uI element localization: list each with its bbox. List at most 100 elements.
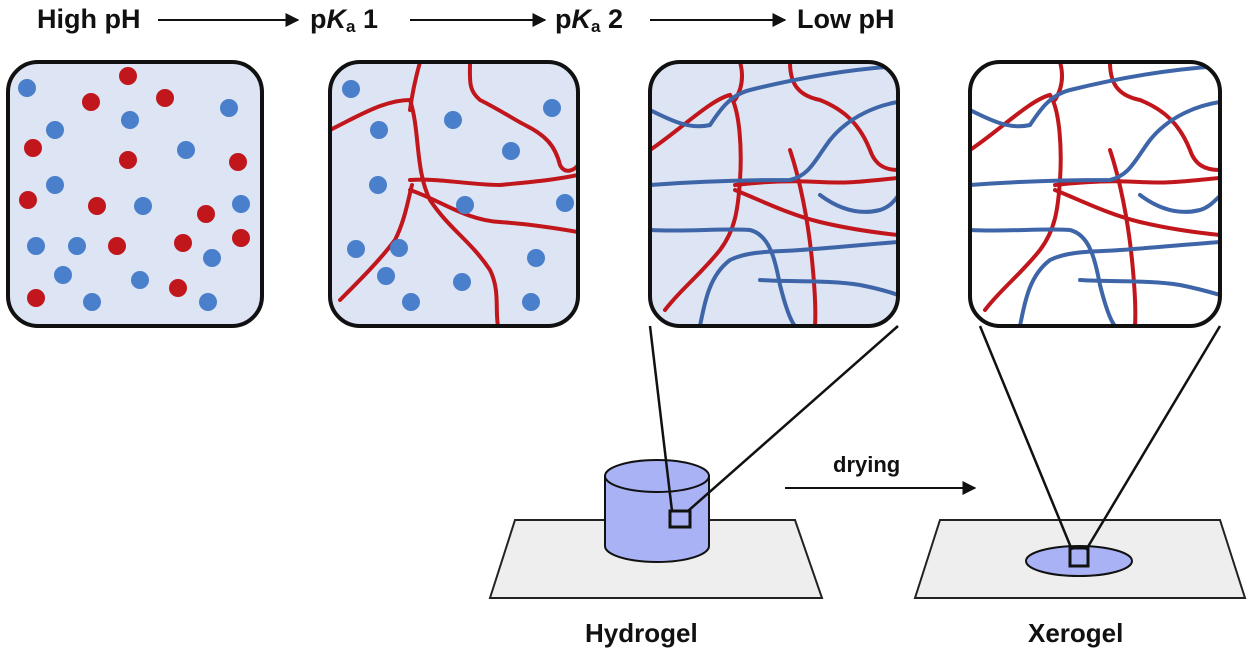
blue-fiber bbox=[698, 240, 898, 326]
low-ph-label: Low pH bbox=[797, 4, 895, 34]
red-molecule bbox=[19, 191, 37, 209]
panel-1-frame bbox=[6, 60, 264, 328]
blue-molecule bbox=[203, 249, 221, 267]
panel-pka1 bbox=[328, 60, 580, 328]
red-molecule bbox=[169, 279, 187, 297]
red-molecule bbox=[174, 234, 192, 252]
blue-molecule bbox=[453, 273, 471, 291]
blue-molecule bbox=[131, 271, 149, 289]
pka2-subscript: a bbox=[591, 17, 601, 36]
blue-molecule bbox=[543, 99, 561, 117]
pka1-number: 1 bbox=[355, 4, 378, 34]
red-molecule bbox=[88, 197, 106, 215]
panel-low-ph-dried bbox=[968, 60, 1222, 328]
red-fiber bbox=[1053, 176, 1220, 187]
pka2-italic: K bbox=[571, 4, 592, 34]
blue-molecule bbox=[18, 79, 36, 97]
blue-molecule bbox=[522, 293, 540, 311]
zoom-line bbox=[978, 325, 1074, 551]
red-molecule bbox=[197, 205, 215, 223]
red-fiber bbox=[408, 188, 578, 234]
red-molecule bbox=[24, 139, 42, 157]
blue-fiber bbox=[818, 193, 898, 214]
red-fiber bbox=[733, 176, 898, 187]
blue-molecule bbox=[68, 237, 86, 255]
blue-fiber bbox=[1018, 240, 1220, 326]
blue-fiber bbox=[970, 64, 1220, 129]
blue-molecule bbox=[342, 80, 360, 98]
pka1-subscript: a bbox=[346, 17, 356, 36]
blue-fiber bbox=[970, 100, 1220, 187]
blue-molecule bbox=[121, 111, 139, 129]
panel-2-background bbox=[330, 62, 578, 326]
blue-molecule bbox=[83, 293, 101, 311]
panel-2-frame bbox=[328, 60, 580, 328]
red-fiber bbox=[408, 62, 422, 112]
pka1-italic: K bbox=[326, 4, 347, 34]
blue-molecule bbox=[444, 111, 462, 129]
red-fiber bbox=[467, 62, 578, 173]
pka2-label: pKa 2 bbox=[555, 4, 623, 37]
red-fiber bbox=[1053, 188, 1220, 237]
blue-molecule bbox=[220, 99, 238, 117]
pka2-prefix: p bbox=[555, 4, 572, 34]
panel-4-frame bbox=[968, 60, 1222, 328]
red-molecule bbox=[229, 153, 247, 171]
high-ph-label: High pH bbox=[37, 4, 141, 34]
blue-molecule bbox=[402, 293, 420, 311]
blue-molecule bbox=[347, 240, 365, 258]
xerogel-zoom-region bbox=[1068, 546, 1090, 568]
panel-high-ph bbox=[6, 60, 264, 328]
pka1-prefix: p bbox=[310, 4, 327, 34]
panel-4-blue-fibers bbox=[970, 64, 1220, 326]
panel-pka2 bbox=[648, 60, 900, 328]
blue-fiber bbox=[970, 227, 1117, 326]
blue-molecule bbox=[46, 176, 64, 194]
panel-3-frame bbox=[648, 60, 900, 328]
pka1-label: pKa 1 bbox=[310, 4, 378, 37]
red-fiber bbox=[408, 173, 578, 188]
blue-molecule bbox=[46, 121, 64, 139]
blue-fiber bbox=[758, 278, 898, 297]
xerogel-sample bbox=[913, 325, 1247, 599]
blue-fiber bbox=[650, 100, 898, 187]
hydrogel-sample bbox=[488, 325, 899, 599]
blue-molecule bbox=[456, 196, 474, 214]
red-molecule bbox=[108, 237, 126, 255]
drying-label: drying bbox=[833, 452, 901, 477]
pka2-number: 2 bbox=[600, 4, 623, 34]
red-molecule bbox=[82, 93, 100, 111]
blue-molecule bbox=[377, 267, 395, 285]
hydrogel-label: Hydrogel bbox=[585, 618, 698, 648]
blue-molecule bbox=[370, 121, 388, 139]
blue-fiber bbox=[650, 227, 797, 326]
blue-molecule bbox=[177, 141, 195, 159]
zoom-line bbox=[687, 325, 899, 512]
hydrogel-cylinder bbox=[604, 459, 710, 563]
blue-molecule bbox=[390, 239, 408, 257]
blue-molecule bbox=[27, 237, 45, 255]
blue-fiber bbox=[650, 64, 898, 129]
red-molecule bbox=[27, 289, 45, 307]
blue-molecule bbox=[134, 197, 152, 215]
blue-fiber bbox=[1138, 193, 1220, 214]
blue-fiber bbox=[1078, 278, 1220, 297]
blue-molecule bbox=[502, 142, 520, 160]
blue-molecule bbox=[369, 176, 387, 194]
red-molecule bbox=[156, 89, 174, 107]
blue-molecule bbox=[232, 195, 250, 213]
blue-molecule bbox=[527, 249, 545, 267]
panel-3-blue-fibers bbox=[650, 64, 898, 326]
red-fiber bbox=[733, 188, 898, 237]
blue-molecule bbox=[556, 194, 574, 212]
red-molecule bbox=[119, 67, 137, 85]
panel-1-molecules bbox=[18, 67, 250, 311]
zoom-line bbox=[648, 325, 674, 512]
blue-molecule bbox=[54, 266, 72, 284]
xerogel-film bbox=[1025, 545, 1133, 577]
zoom-line bbox=[1084, 325, 1222, 551]
panel-2-molecules bbox=[342, 80, 574, 311]
hydrogel-zoom-region bbox=[668, 509, 692, 529]
red-molecule bbox=[119, 151, 137, 169]
